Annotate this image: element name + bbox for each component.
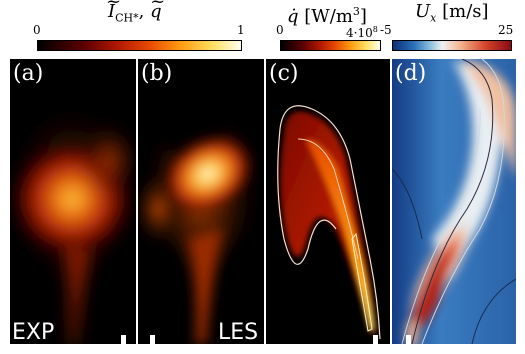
colorbar-1-min: 0 — [33, 23, 41, 37]
panel-b-label: (b) — [141, 61, 173, 86]
panel-b-tag: LES — [218, 320, 259, 344]
colorbar-2-label: q̇ [W/m3] — [287, 5, 367, 27]
panel-a-label: (a) — [13, 61, 44, 86]
colorbar-3-min: -5 — [380, 23, 392, 37]
colorbar-2-min: 0 — [276, 23, 284, 37]
panel-a: (a) EXP — [10, 59, 136, 344]
colorbar-1 — [37, 40, 242, 51]
panel-b-inlet-marker — [150, 335, 155, 344]
colorbar-3-label: Ux [m/s] — [415, 1, 489, 25]
panel-c-label: (c) — [269, 61, 299, 86]
panel-a-field — [10, 59, 136, 344]
panel-d-inlet-marker — [406, 335, 411, 344]
panel-b-field — [138, 59, 264, 344]
colorbar-2 — [280, 40, 381, 51]
panel-d-field — [392, 59, 516, 344]
panel-c-inlet-marker — [373, 335, 378, 344]
panel-d-label: (d) — [395, 61, 427, 86]
colorbar-1-max: 1 — [237, 23, 245, 37]
panel-c-field — [266, 59, 390, 344]
panel-a-tag: EXP — [12, 320, 55, 344]
colorbar-3 — [392, 40, 512, 51]
panel-b: (b) LES — [138, 59, 264, 344]
colorbar-2-max: 4·108 — [346, 25, 378, 40]
panel-c: (c) — [266, 59, 390, 344]
panel-d: (d) — [392, 59, 516, 344]
colorbar-3-max: 25 — [498, 23, 514, 37]
panel-a-inlet-marker — [121, 335, 126, 344]
colorbar-1-label: I ~ CH*, q ~ — [106, 0, 166, 25]
